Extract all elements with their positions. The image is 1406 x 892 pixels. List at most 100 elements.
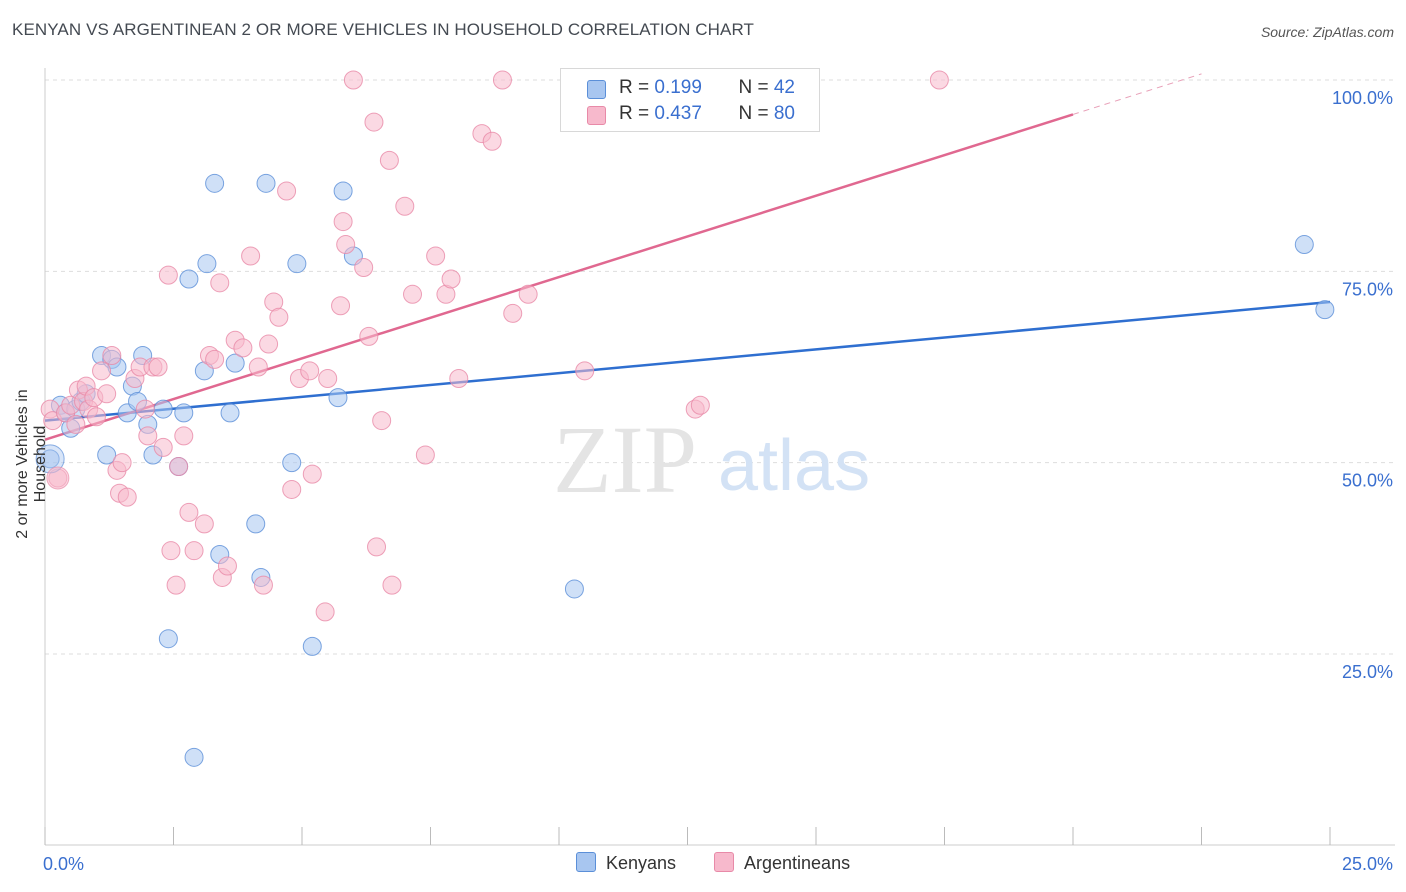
argentinean-point <box>174 426 194 446</box>
kenyan-point <box>246 514 266 534</box>
x-tick-label: 0.0% <box>43 854 84 874</box>
kenyan-point <box>220 403 240 423</box>
argentinean-point <box>300 361 320 381</box>
argentinean-point <box>318 368 338 388</box>
argentinean-point <box>277 181 297 201</box>
argentinean-point <box>184 541 204 561</box>
argentinean-point <box>333 212 353 232</box>
argentinean-point <box>395 196 415 216</box>
argentinean-point <box>248 357 268 377</box>
argentinean-point <box>117 487 137 507</box>
argentinean-point <box>205 349 225 369</box>
argentinean-point <box>403 284 423 304</box>
argentinean-point <box>315 602 335 622</box>
kenyan-point <box>1294 235 1314 255</box>
argentinean-point <box>233 338 253 358</box>
kenyan-swatch <box>587 80 606 99</box>
kenyan-point <box>174 403 194 423</box>
argentinean-n-value: 80 <box>773 103 795 124</box>
axes-layer <box>44 68 1395 846</box>
kenyan-n-value: 42 <box>773 77 795 98</box>
kenyan-point <box>184 747 204 767</box>
argentinean-point <box>161 541 181 561</box>
bottom-argentinean-swatch <box>714 852 734 872</box>
kenyan-n-label: N = <box>738 77 774 98</box>
argentinean-point <box>364 112 384 132</box>
argentinean-point <box>331 296 351 316</box>
watermark: ZIP atlas <box>553 406 870 513</box>
argentinean-point <box>153 437 173 457</box>
argentinean-point <box>282 479 302 499</box>
argentinean-point <box>217 556 237 576</box>
kenyan-point <box>153 399 173 419</box>
argentinean-point <box>343 70 363 90</box>
argentinean-point <box>102 346 122 366</box>
argentinean-point <box>518 284 538 304</box>
kenyan-point <box>225 353 245 373</box>
argentinean-point <box>241 246 261 266</box>
kenyan-point <box>158 629 178 649</box>
kenyan-point <box>333 181 353 201</box>
argentinean-point <box>441 269 461 289</box>
kenyan-point <box>282 453 302 473</box>
argentinean-point <box>382 575 402 595</box>
argentinean-point <box>354 258 374 278</box>
argentinean-r-value: 0.437 <box>654 103 702 124</box>
argentinean-point <box>97 384 117 404</box>
argentinean-point <box>372 411 392 431</box>
kenyan-point <box>179 269 199 289</box>
bottom-legend-argentineans: Argentineans <box>714 852 850 874</box>
argentinean-point <box>367 537 387 557</box>
x-tick-label: 25.0% <box>1342 854 1393 874</box>
argentinean-point <box>138 426 158 446</box>
y-tick-label: 50.0% <box>1342 471 1393 491</box>
argentinean-point <box>690 395 710 415</box>
argentinean-point <box>359 326 379 346</box>
y-tick-label: 100.0% <box>1332 88 1393 108</box>
tick-labels: 100.0% 75.0% 50.0% 25.0% 0.0% 25.0% <box>43 88 1393 874</box>
argentinean-point <box>415 445 435 465</box>
argentinean-point <box>253 575 273 595</box>
kenyan-point <box>287 254 307 274</box>
kenyan-r-label: R = <box>619 77 655 98</box>
argentinean-point <box>148 357 168 377</box>
kenyan-point <box>1315 300 1335 320</box>
chart-source: Source: ZipAtlas.com <box>1260 24 1394 40</box>
kenyan-r-value: 0.199 <box>654 77 702 98</box>
argentinean-point <box>302 464 322 484</box>
argentinean-point <box>503 303 523 323</box>
argentinean-trendline <box>44 113 1074 441</box>
argentinean-point <box>66 414 86 434</box>
argentinean-point <box>379 150 399 170</box>
argentinean-point <box>492 70 512 90</box>
bottom-argentinean-label: Argentineans <box>744 853 851 873</box>
kenyan-trendline <box>44 300 1331 422</box>
y-tick-label: 75.0% <box>1342 279 1393 299</box>
watermark-atlas: atlas <box>718 426 870 506</box>
argentinean-point <box>135 399 155 419</box>
argentinean-point <box>179 502 199 522</box>
legend-box: R = 0.199 N = 42 R = 0.437 N = 80 <box>560 68 820 132</box>
argentinean-point <box>575 361 595 381</box>
watermark-zip: ZIP <box>553 406 697 513</box>
argentinean-point <box>169 456 189 476</box>
kenyan-point <box>328 388 348 408</box>
argentinean-n-label: N = <box>738 103 774 124</box>
argentinean-point <box>269 307 289 327</box>
argentinean-point <box>112 453 132 473</box>
argentinean-point <box>449 368 469 388</box>
argentinean-point <box>92 361 112 381</box>
kenyan-point <box>302 636 322 656</box>
kenyan-point <box>256 173 276 193</box>
argentinean-point <box>259 334 279 354</box>
y-axis-label: 2 or more Vehicles in Household <box>14 389 49 539</box>
argentinean-point <box>46 466 70 490</box>
bottom-kenyan-swatch <box>576 852 596 872</box>
trend-layer <box>44 73 1331 441</box>
argentinean-point <box>929 70 949 90</box>
bottom-legend-kenyans: Kenyans <box>576 852 676 874</box>
argentinean-point <box>336 235 356 255</box>
argentinean-point <box>482 131 502 151</box>
kenyan-point <box>564 579 584 599</box>
